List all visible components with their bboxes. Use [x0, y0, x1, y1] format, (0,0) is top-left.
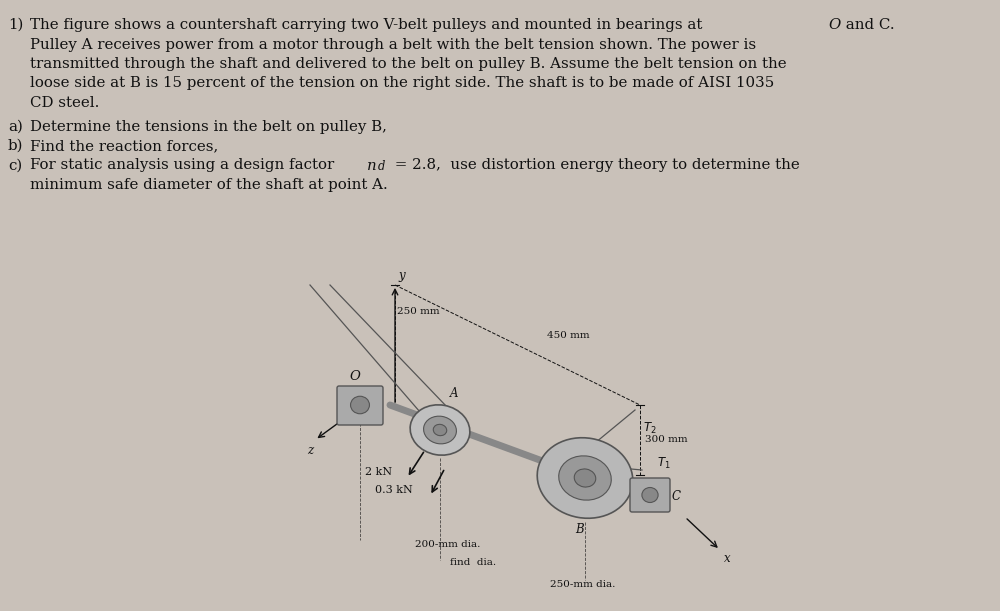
Text: c): c) — [8, 158, 22, 172]
FancyBboxPatch shape — [337, 386, 383, 425]
Text: CD steel.: CD steel. — [30, 96, 99, 110]
Text: O: O — [350, 370, 360, 383]
Text: transmitted through the shaft and delivered to the belt on pulley B. Assume the : transmitted through the shaft and delive… — [30, 57, 787, 71]
Text: $T_2$: $T_2$ — [643, 420, 657, 436]
Text: 250 mm: 250 mm — [397, 307, 440, 316]
Text: a): a) — [8, 120, 23, 133]
Text: 1): 1) — [8, 18, 23, 32]
Text: C: C — [672, 491, 681, 503]
Text: Determine the tensions in the belt on pulley B,: Determine the tensions in the belt on pu… — [30, 120, 387, 133]
Ellipse shape — [574, 469, 596, 487]
Ellipse shape — [433, 424, 447, 436]
Text: minimum safe diameter of the shaft at point A.: minimum safe diameter of the shaft at po… — [30, 178, 388, 192]
Ellipse shape — [424, 416, 456, 444]
Text: 250-mm dia.: 250-mm dia. — [550, 580, 615, 589]
Text: Pulley A receives power from a motor through a belt with the belt tension shown.: Pulley A receives power from a motor thr… — [30, 37, 756, 51]
Text: For static analysis using a design factor: For static analysis using a design facto… — [30, 158, 339, 172]
Text: O: O — [828, 18, 840, 32]
Text: Find the reaction forces,: Find the reaction forces, — [30, 139, 218, 153]
Text: 300 mm: 300 mm — [645, 436, 688, 444]
Ellipse shape — [642, 488, 658, 502]
Text: and C.: and C. — [841, 18, 895, 32]
Text: A: A — [450, 387, 458, 400]
Text: 0.3 kN: 0.3 kN — [375, 485, 413, 495]
Text: find  dia.: find dia. — [450, 558, 496, 567]
Text: n: n — [367, 158, 377, 172]
Text: 450 mm: 450 mm — [547, 331, 590, 340]
Text: 2 kN: 2 kN — [365, 467, 392, 477]
Text: d: d — [378, 161, 385, 174]
Text: y: y — [398, 269, 405, 282]
Ellipse shape — [410, 405, 470, 455]
Ellipse shape — [559, 456, 611, 500]
Text: $T_1$: $T_1$ — [657, 455, 671, 470]
Text: b): b) — [8, 139, 23, 153]
Text: The figure shows a countershaft carrying two V-belt pulleys and mounted in beari: The figure shows a countershaft carrying… — [30, 18, 707, 32]
Text: z: z — [307, 444, 313, 457]
Text: loose side at B is 15 percent of the tension on the right side. The shaft is to : loose side at B is 15 percent of the ten… — [30, 76, 774, 90]
Text: = 2.8,  use distortion energy theory to determine the: = 2.8, use distortion energy theory to d… — [390, 158, 800, 172]
Text: 200-mm dia.: 200-mm dia. — [415, 540, 480, 549]
Text: B: B — [575, 523, 584, 536]
FancyBboxPatch shape — [630, 478, 670, 512]
Ellipse shape — [537, 437, 633, 518]
Text: x: x — [724, 552, 731, 565]
Ellipse shape — [351, 397, 369, 414]
